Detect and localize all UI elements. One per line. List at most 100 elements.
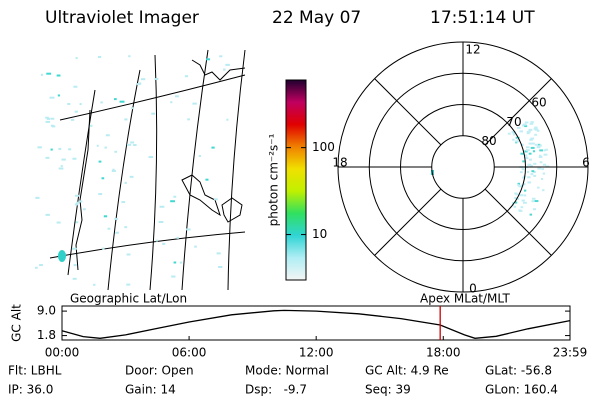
emission-speck <box>131 107 134 110</box>
latitude-label: 70 <box>506 115 521 129</box>
emission-speck <box>162 242 166 245</box>
info-field: Dsp: -9.7 <box>245 383 307 397</box>
emission-speck <box>529 213 533 216</box>
emission-speck <box>98 160 102 163</box>
polar-label: Apex MLat/MLT <box>420 292 510 306</box>
emission-speck <box>528 142 532 145</box>
emission-speck <box>531 197 536 200</box>
emission-speck <box>79 200 83 203</box>
emission-speck <box>539 144 542 147</box>
emission-speck <box>524 121 529 124</box>
x-tick-label: 12:00 <box>299 346 334 360</box>
emission-speck <box>526 132 530 135</box>
emission-speck <box>74 194 80 197</box>
emission-speck <box>126 143 132 146</box>
emission-speck <box>539 149 544 152</box>
emission-speck <box>529 138 533 141</box>
emission-speck <box>206 58 211 61</box>
emission-speck <box>100 101 103 104</box>
emission-speck <box>515 140 520 143</box>
emission-speck <box>89 124 93 127</box>
emission-speck <box>76 201 80 204</box>
emission-speck <box>46 72 52 75</box>
radial-line <box>484 188 552 256</box>
emission-speck <box>57 94 60 97</box>
emission-speck <box>537 167 541 170</box>
emission-speck <box>102 247 105 250</box>
emission-speck <box>121 201 126 204</box>
emission-speck <box>538 155 543 158</box>
mlt-label: 12 <box>465 43 480 57</box>
emission-speck <box>124 226 128 229</box>
map-label: Geographic Lat/Lon <box>70 292 187 306</box>
emission-speck <box>534 133 538 136</box>
emission-speck <box>525 146 530 149</box>
emission-speck <box>523 194 527 197</box>
parallel <box>59 74 246 121</box>
emission-speck <box>93 283 96 286</box>
emission-speck <box>530 146 535 149</box>
emission-speck <box>533 174 537 177</box>
emission-speck <box>107 227 111 230</box>
emission-speck <box>543 149 546 152</box>
emission-speck <box>511 130 515 133</box>
emission-speck <box>98 193 103 196</box>
emission-speck <box>534 128 539 131</box>
y-tick-label: 9.0 <box>37 304 56 318</box>
emission-speck <box>542 189 545 192</box>
emission-speck <box>539 161 543 164</box>
polar-boundary <box>337 41 589 293</box>
emission-speck <box>522 176 526 179</box>
altitude-line <box>61 309 571 339</box>
emission-speck <box>67 103 71 106</box>
emission-speck <box>519 194 524 197</box>
emission-speck <box>526 170 530 173</box>
emission-speck <box>105 134 110 137</box>
emission-speck <box>524 150 528 153</box>
emission-speck <box>97 55 102 58</box>
emission-speck <box>45 120 51 123</box>
emission-speck <box>56 74 61 77</box>
colorbar-label: photon cm⁻²s⁻¹ <box>267 133 281 226</box>
emission-speck <box>179 261 183 264</box>
mlt-label: 0 <box>469 282 477 296</box>
emission-speck <box>155 239 158 242</box>
info-field: GC Alt: 4.9 Re <box>365 364 449 378</box>
emission-speck <box>538 143 541 146</box>
emission-speck <box>170 200 175 203</box>
emission-speck <box>173 195 177 198</box>
emission-speck <box>73 85 78 88</box>
emission-speck <box>515 141 518 144</box>
latitude-label: 60 <box>531 95 546 109</box>
emission-speck <box>158 220 164 223</box>
emission-speck <box>517 182 521 185</box>
emission-speck <box>542 163 547 166</box>
emission-speck <box>537 145 541 148</box>
emission-speck <box>514 192 518 195</box>
emission-speck <box>49 96 55 99</box>
emission-speck <box>74 110 78 113</box>
title: Ultraviolet Imager <box>45 8 199 28</box>
emission-speck <box>533 170 536 173</box>
emission-speck <box>176 236 179 239</box>
emission-speck <box>516 197 520 200</box>
emission-speck <box>37 146 42 149</box>
emission-speck <box>226 118 229 121</box>
emission-speck <box>154 78 159 81</box>
emission-speck <box>140 78 146 81</box>
emission-speck <box>205 178 209 181</box>
emission-speck <box>529 122 534 125</box>
emission-speck <box>126 253 131 256</box>
emission-speck <box>216 252 221 255</box>
emission-speck <box>119 100 125 103</box>
emission-speck <box>512 133 516 136</box>
emission-speck <box>517 184 520 187</box>
emission-speck <box>187 118 190 121</box>
emission-speck <box>522 201 527 204</box>
emission-speck <box>521 168 525 171</box>
emission-speck <box>103 215 108 218</box>
latitude-ring <box>368 72 558 262</box>
emission-speck <box>527 181 532 184</box>
emission-speck <box>219 55 223 58</box>
emission-speck <box>522 123 527 126</box>
